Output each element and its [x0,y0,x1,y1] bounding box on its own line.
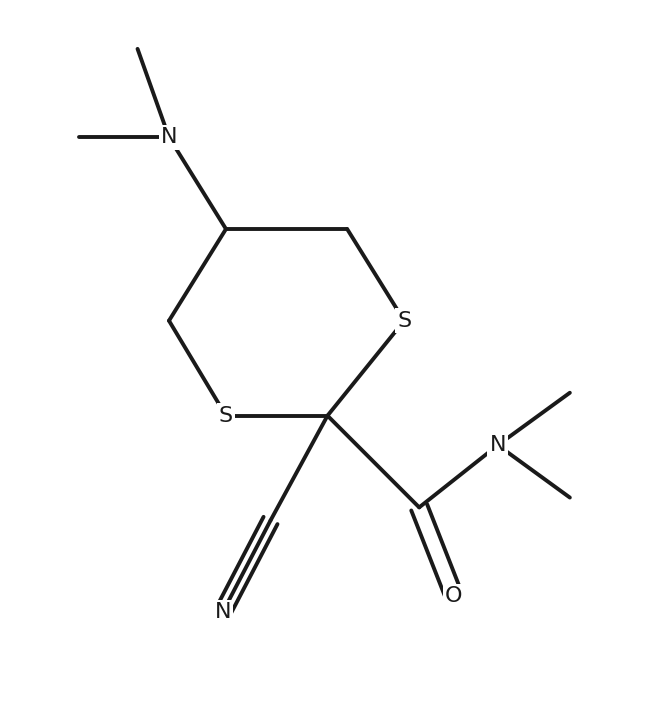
Text: S: S [219,405,233,426]
Text: N: N [160,127,178,148]
Text: O: O [445,586,462,606]
Text: N: N [489,435,506,455]
Text: N: N [214,602,231,622]
Text: S: S [397,311,411,330]
